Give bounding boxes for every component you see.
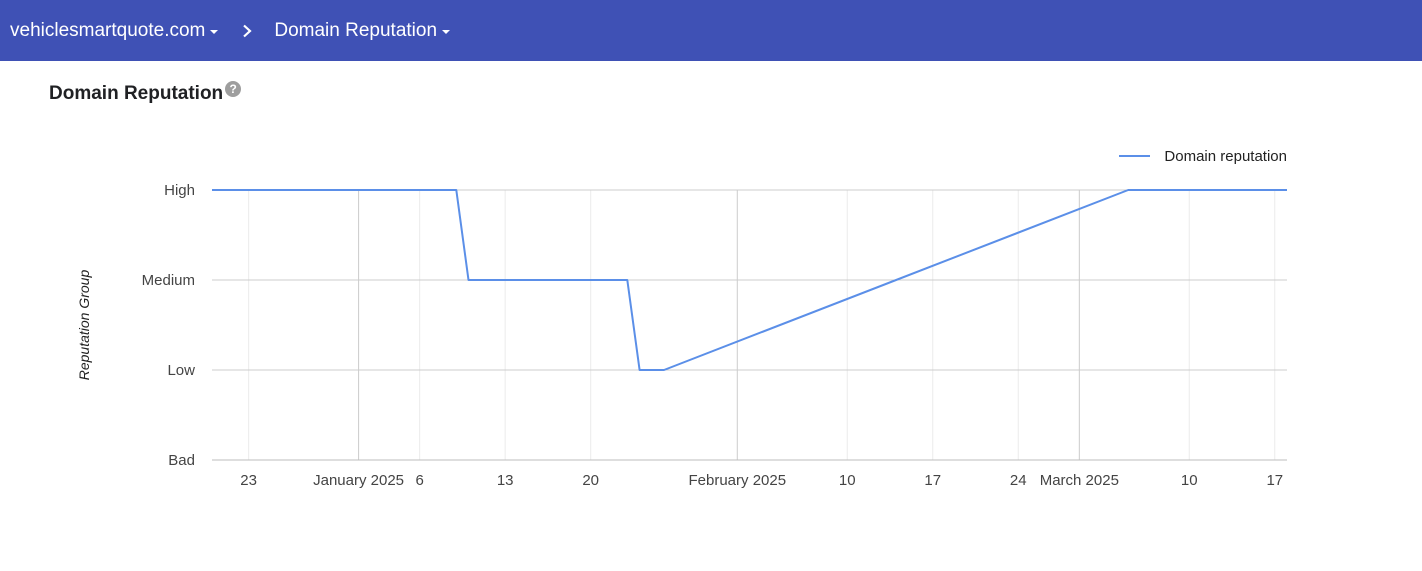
x-tick-label: February 2025 xyxy=(689,472,787,489)
y-tick-label: Low xyxy=(167,362,195,379)
legend-label: Domain reputation xyxy=(1164,148,1287,165)
x-axis-labels: 23 January 2025 6 13 20 February 2025 10 17 24 Ma… xyxy=(240,472,1283,489)
page-title: Domain Reputation xyxy=(49,83,224,104)
section-selector-label: Domain Reputation xyxy=(274,19,438,41)
caret-down-icon xyxy=(210,29,219,34)
page-title-row: Domain Reputation ? xyxy=(49,81,242,105)
chart-legend[interactable]: Domain reputation xyxy=(1119,148,1287,165)
y-tick-label: Medium xyxy=(142,272,195,289)
x-tick-label: 24 xyxy=(1010,472,1027,489)
domain-selector[interactable]: vehiclesmartquote.com xyxy=(10,19,219,42)
x-tick-label: January 2025 xyxy=(313,472,404,489)
chevron-right-icon xyxy=(243,24,253,37)
section-selector[interactable]: Domain Reputation xyxy=(274,19,451,42)
breadcrumb-separator xyxy=(242,24,253,38)
x-tick-label: 6 xyxy=(415,472,423,489)
y-axis-title: Reputation Group xyxy=(76,270,92,381)
x-tick-label: 20 xyxy=(582,472,599,489)
y-tick-label: Bad xyxy=(168,452,195,469)
domain-selector-label: vehiclesmartquote.com xyxy=(10,19,206,41)
help-icon[interactable]: ? xyxy=(225,81,242,97)
x-tick-label: 17 xyxy=(1266,472,1283,489)
x-tick-label: 10 xyxy=(839,472,856,489)
x-tick-label: 13 xyxy=(497,472,514,489)
top-app-bar: vehiclesmartquote.com Domain Reputation xyxy=(0,0,1422,61)
x-tick-label: March 2025 xyxy=(1040,472,1119,489)
y-axis-labels: Bad Low Medium High xyxy=(142,182,196,469)
y-tick-label: High xyxy=(164,182,195,199)
chart-series xyxy=(212,189,1287,371)
caret-down-icon xyxy=(442,29,451,34)
x-tick-label: 23 xyxy=(240,472,257,489)
x-tick-label: 17 xyxy=(924,472,941,489)
series-line-domain-reputation[interactable] xyxy=(212,189,1287,371)
chart-grid xyxy=(212,189,1287,461)
x-tick-label: 10 xyxy=(1181,472,1198,489)
